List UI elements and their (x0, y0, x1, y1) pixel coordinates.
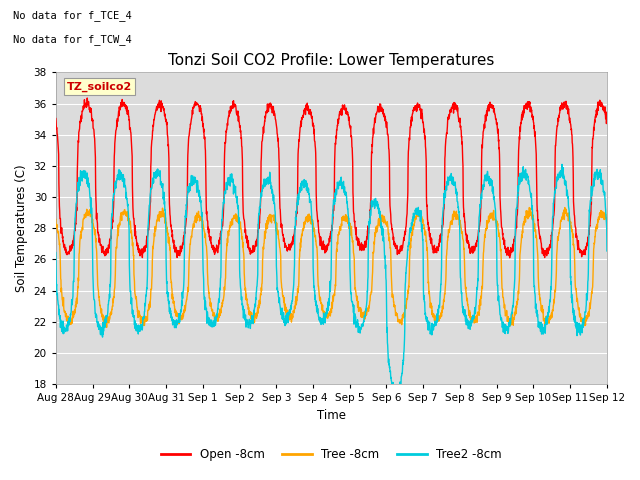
Text: No data for f_TCE_4: No data for f_TCE_4 (13, 10, 132, 21)
Text: TZ_soilco2: TZ_soilco2 (67, 82, 132, 92)
Text: No data for f_TCW_4: No data for f_TCW_4 (13, 34, 132, 45)
X-axis label: Time: Time (317, 409, 346, 422)
Title: Tonzi Soil CO2 Profile: Lower Temperatures: Tonzi Soil CO2 Profile: Lower Temperatur… (168, 53, 495, 68)
Legend: Open -8cm, Tree -8cm, Tree2 -8cm: Open -8cm, Tree -8cm, Tree2 -8cm (156, 443, 507, 466)
Y-axis label: Soil Temperatures (C): Soil Temperatures (C) (15, 165, 28, 292)
